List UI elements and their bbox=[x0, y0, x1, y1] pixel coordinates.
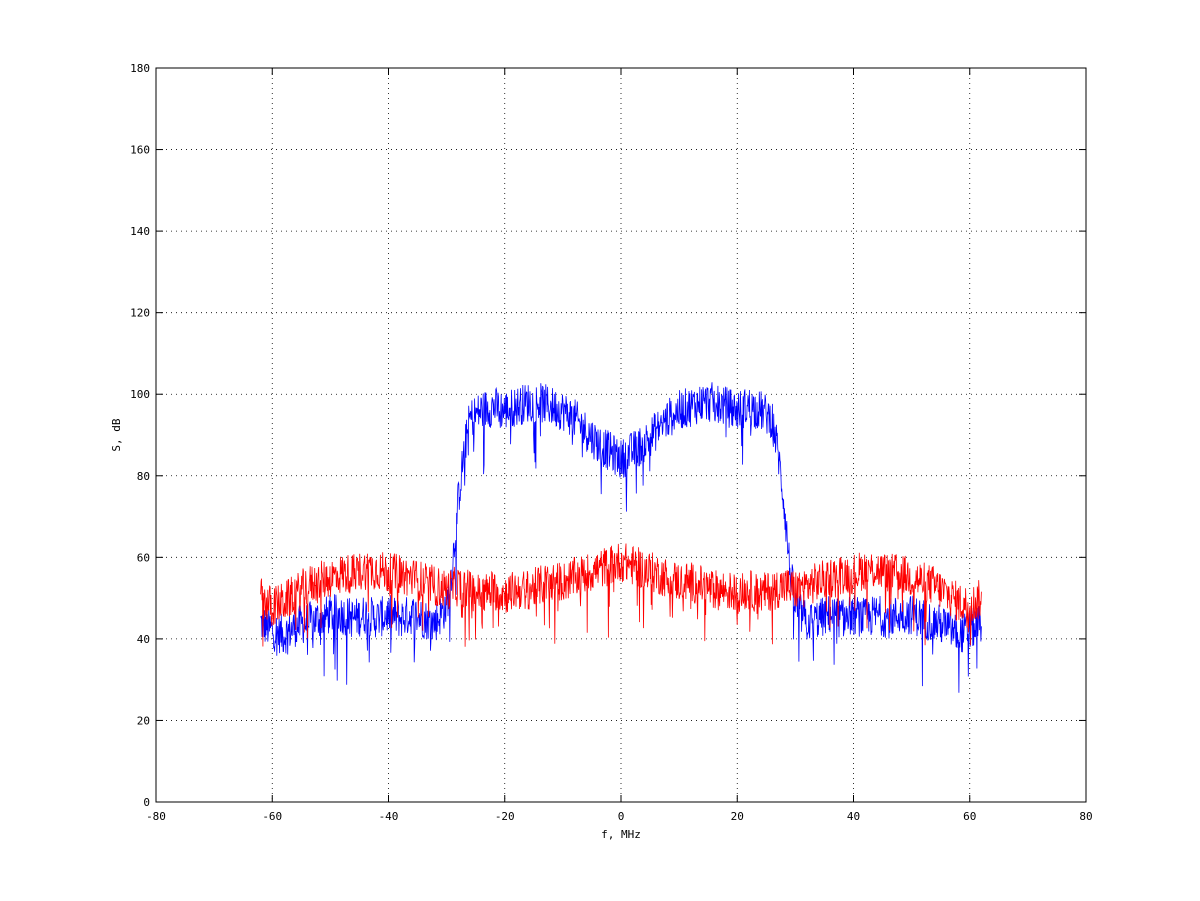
x-tick-label: 40 bbox=[847, 810, 860, 823]
y-tick-label: 120 bbox=[130, 307, 150, 320]
grid bbox=[156, 68, 1086, 802]
series-line-1 bbox=[260, 382, 982, 693]
y-tick-label: 40 bbox=[137, 633, 150, 646]
y-axis-label: S, dB bbox=[110, 418, 123, 451]
x-tick-label: 80 bbox=[1079, 810, 1092, 823]
ticks bbox=[155, 67, 1087, 803]
x-tick-label: -80 bbox=[146, 810, 166, 823]
series-line-2 bbox=[260, 543, 982, 647]
tick-labels: -80 -60 -40 -20 0 20 40 60 80 0 20 40 60 80 100 120 140 1… bbox=[130, 62, 1093, 823]
y-tick-label: 60 bbox=[137, 551, 150, 564]
x-tick-label: -60 bbox=[262, 810, 282, 823]
y-tick-label: 20 bbox=[137, 714, 150, 727]
y-tick-label: 180 bbox=[130, 62, 150, 75]
x-tick-label: 20 bbox=[731, 810, 744, 823]
x-tick-label: 60 bbox=[963, 810, 976, 823]
series-group bbox=[260, 382, 982, 693]
y-tick-label: 80 bbox=[137, 470, 150, 483]
y-tick-label: 140 bbox=[130, 225, 150, 238]
x-tick-label: 0 bbox=[618, 810, 625, 823]
x-tick-label: -40 bbox=[379, 810, 399, 823]
x-tick-label: -20 bbox=[495, 810, 515, 823]
y-tick-label: 100 bbox=[130, 388, 150, 401]
y-tick-label: 160 bbox=[130, 144, 150, 157]
x-axis-label: f, MHz bbox=[601, 828, 641, 841]
y-tick-label: 0 bbox=[143, 796, 150, 809]
